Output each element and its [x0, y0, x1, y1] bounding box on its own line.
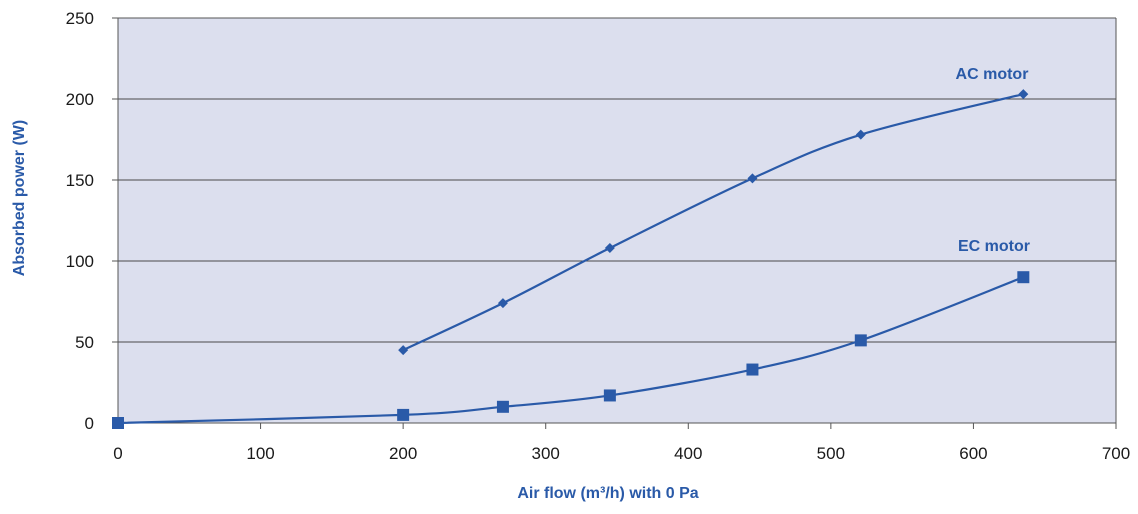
data-point-ec-motor-345 [603, 389, 616, 402]
data-point-ac-motor-345 [604, 243, 615, 254]
axes [112, 17, 1117, 429]
series-label-ec-motor: EC motor [958, 238, 1030, 255]
y-tick-label-150: 150 [66, 171, 94, 190]
y-tick-label-250: 250 [66, 9, 94, 28]
y-tick-label-200: 200 [66, 90, 94, 109]
data-point-ec-motor-0 [112, 417, 124, 429]
x-tick-label-0: 0 [113, 444, 122, 463]
x-tick-label-300: 300 [532, 444, 560, 463]
gridlines [118, 98, 1116, 343]
plot-area [118, 18, 1116, 423]
series-line-ac-motor [402, 93, 1024, 352]
data-point-ec-motor-521 [854, 334, 867, 347]
data-point-ac-motor-521 [855, 129, 866, 140]
data-point-ac-motor-635 [1018, 89, 1029, 100]
x-tick-label-500: 500 [817, 444, 845, 463]
series-label-ac-motor: AC motor [956, 66, 1029, 83]
data-point-ec-motor-270 [496, 400, 509, 413]
y-tick-labels: 0 50 100 150 200 250 [66, 9, 94, 433]
data-point-ac-motor-445 [747, 173, 758, 184]
data-point-ec-motor-200 [397, 408, 410, 421]
x-tick-label-400: 400 [674, 444, 702, 463]
x-tick-label-700: 700 [1102, 444, 1130, 463]
x-tick-label-200: 200 [389, 444, 417, 463]
x-tick-labels: 0 100 200 300 400 500 600 700 [113, 444, 1130, 463]
data-point-ac-motor-270 [497, 298, 508, 309]
y-tick-label-0: 0 [85, 414, 94, 433]
x-tick-label-600: 600 [959, 444, 987, 463]
y-axis-title: Absorbed power (W) [11, 120, 28, 276]
data-point-ec-motor-445 [746, 363, 759, 376]
y-tick-label-50: 50 [75, 333, 94, 352]
x-axis-title: Air flow (m³/h) with 0 Pa [517, 485, 698, 502]
x-tick-label-100: 100 [246, 444, 274, 463]
data-point-ac-motor-200 [398, 345, 409, 356]
series-markers [112, 89, 1030, 429]
data-point-ec-motor-635 [1017, 271, 1030, 284]
y-tick-label-100: 100 [66, 252, 94, 271]
